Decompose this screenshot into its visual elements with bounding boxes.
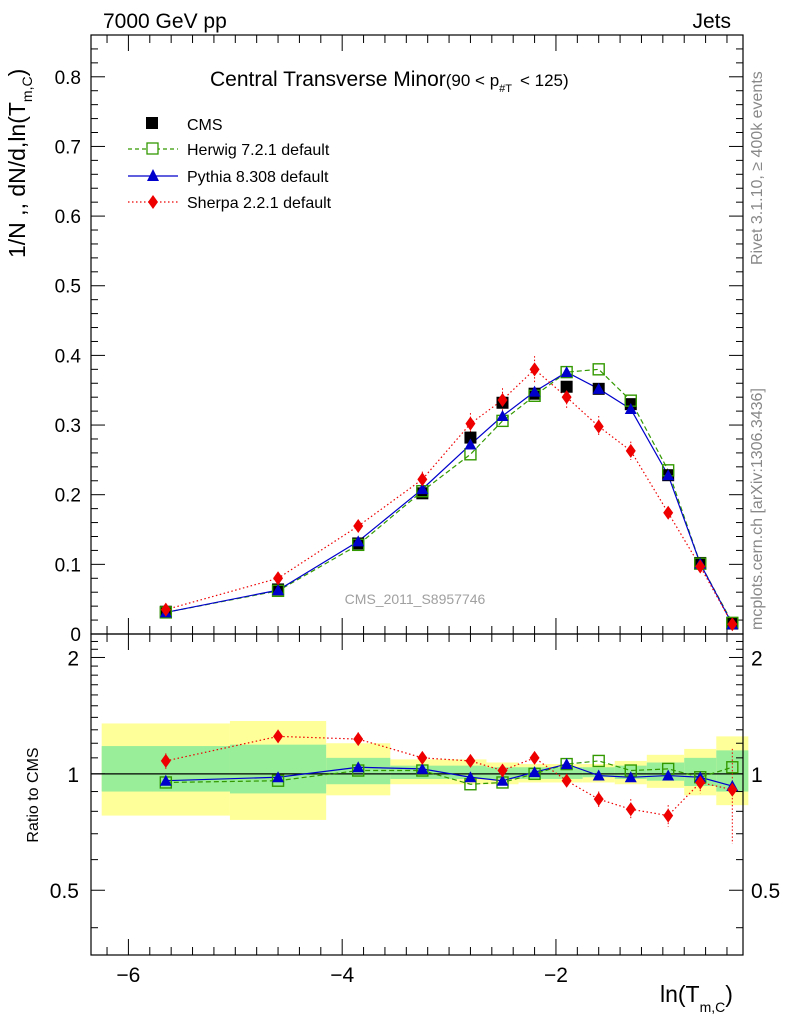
data-point-diamond: [160, 602, 171, 617]
data-point-triangle: [496, 409, 509, 421]
ratio-point-triangle: [352, 761, 365, 773]
ratio-point-triangle: [272, 771, 285, 783]
data-point-triangle: [528, 385, 541, 397]
ratio-point-diamond: [353, 732, 364, 747]
data-point-triangle: [592, 382, 605, 394]
ratio-y-tick-label-right: 0.5: [751, 880, 780, 903]
ratio-y-tick-label: 1: [67, 764, 79, 787]
x-tick-label: −4: [330, 964, 354, 987]
ratio-point-diamond: [465, 753, 476, 768]
x-tick-label: −6: [116, 964, 140, 987]
ratio-point-triangle: [416, 762, 429, 774]
data-point-triangle: [352, 535, 365, 547]
ratio-y-tick-label-right: 2: [751, 647, 763, 670]
svg-text:Sherpa 2.2.1 default: Sherpa 2.2.1 default: [187, 195, 332, 212]
svg-text:CMS: CMS: [187, 117, 223, 134]
data-point-triangle: [416, 483, 429, 495]
data-point-diamond: [695, 559, 706, 574]
data-point-diamond: [273, 571, 284, 586]
ratio-point-triangle: [528, 766, 541, 778]
data-point-diamond: [593, 419, 604, 434]
data-point-diamond: [529, 362, 540, 377]
data-point-triangle: [624, 403, 637, 415]
ratio-point-triangle: [464, 771, 477, 783]
ratio-y-axis-label: Ratio to CMS: [25, 747, 42, 842]
y-tick-label: 0.8: [55, 68, 81, 89]
x-tick-label: −2: [544, 964, 568, 987]
data-point-diamond: [561, 390, 572, 405]
ratio-point-diamond: [561, 773, 572, 788]
rivet-label: Rivet 3.1.10, ≥ 400k events: [749, 71, 766, 265]
legend-item-herwig: Herwig 7.2.1 default: [128, 142, 330, 159]
data-point-diamond: [663, 505, 674, 520]
y-tick-label: 0.4: [55, 346, 82, 367]
data-point-triangle: [560, 366, 573, 378]
data-point-diamond: [727, 617, 738, 632]
series-line-3: [165, 368, 733, 625]
legend-item-cms: CMS: [146, 117, 223, 134]
analysis-watermark: CMS_2011_S8957746: [345, 591, 486, 607]
ratio-panel: −6 −4 −2 0.5 0.5 1 1 2 2: [50, 633, 780, 987]
ratio-y-tick-label: 0.5: [50, 880, 79, 903]
svg-text:Herwig 7.2.1 default: Herwig 7.2.1 default: [187, 142, 330, 159]
ratio-frame: [90, 633, 744, 956]
ratio-point-diamond: [727, 782, 738, 797]
data-point-triangle: [464, 438, 477, 450]
y-tick-label: 0.2: [55, 486, 81, 507]
series-line-1: [165, 368, 733, 624]
main-panel: 0 0.1 0.2 0.3 0.4 0.5 0.6 0.7 0.8: [55, 34, 744, 646]
data-point-triangle: [662, 469, 675, 481]
ratio-point-open-square: [726, 761, 739, 774]
data-point-open-square: [592, 363, 605, 376]
data-point-diamond: [353, 519, 364, 534]
y-tick-label: 0: [70, 625, 81, 646]
ratio-point-open-square: [592, 754, 605, 768]
legend: CMS Herwig 7.2.1 default Pythia 8.308 de…: [128, 117, 332, 212]
data-point-diamond: [417, 472, 428, 487]
data-point-diamond: [625, 443, 636, 458]
ratio-point-triangle: [592, 769, 605, 781]
y-tick-label: 0.3: [55, 416, 81, 437]
main-y-axis-label: 1/N ,, dN/d,ln(Tm,C): [4, 69, 35, 258]
y-tick-label: 0.7: [55, 137, 81, 158]
y-tick-label: 0.5: [55, 277, 81, 298]
ratio-point-triangle: [662, 769, 675, 781]
svg-text:Pythia 8.308 default: Pythia 8.308 default: [187, 169, 329, 186]
ratio-point-diamond: [663, 808, 674, 823]
legend-item-sherpa: Sherpa 2.2.1 default: [128, 195, 332, 212]
data-point-diamond: [497, 392, 508, 407]
ratio-point-diamond: [593, 792, 604, 807]
y-tick-label: 0.6: [55, 207, 81, 228]
ratio-point-diamond: [273, 729, 284, 744]
ratio-point-triangle: [159, 774, 172, 786]
jets-label: Jets: [692, 10, 731, 33]
data-point-diamond: [465, 416, 476, 431]
energy-label: 7000 GeV pp: [103, 10, 227, 33]
ratio-point-triangle: [496, 774, 509, 786]
data-point-square: [560, 380, 573, 393]
data-point-square: [464, 431, 477, 444]
ratio-point-triangle: [624, 771, 637, 783]
ratio-point-diamond: [160, 753, 171, 768]
mcplots-label: mcplots.cern.ch [arXiv:1306.3436]: [749, 388, 766, 630]
data-point-triangle: [272, 584, 285, 596]
ratio-point-diamond: [497, 763, 508, 778]
ratio-band-green-5: [518, 767, 583, 779]
y-tick-label: 0.1: [55, 555, 81, 576]
ratio-point-diamond: [695, 775, 706, 790]
ratio-point-diamond: [417, 750, 428, 765]
plot-title: Central Transverse Minor(90 < p#T < 125): [210, 68, 569, 95]
ratio-point-triangle: [560, 758, 573, 770]
x-axis-label: ln(Tm,C): [660, 981, 733, 1015]
legend-item-pythia: Pythia 8.308 default: [128, 169, 329, 186]
ratio-point-diamond: [625, 802, 636, 817]
ratio-y-tick-label: 2: [67, 647, 79, 670]
ratio-y-tick-label-right: 1: [751, 764, 763, 787]
ratio-band-green-1: [229, 744, 327, 794]
ratio-point-diamond: [529, 750, 540, 765]
